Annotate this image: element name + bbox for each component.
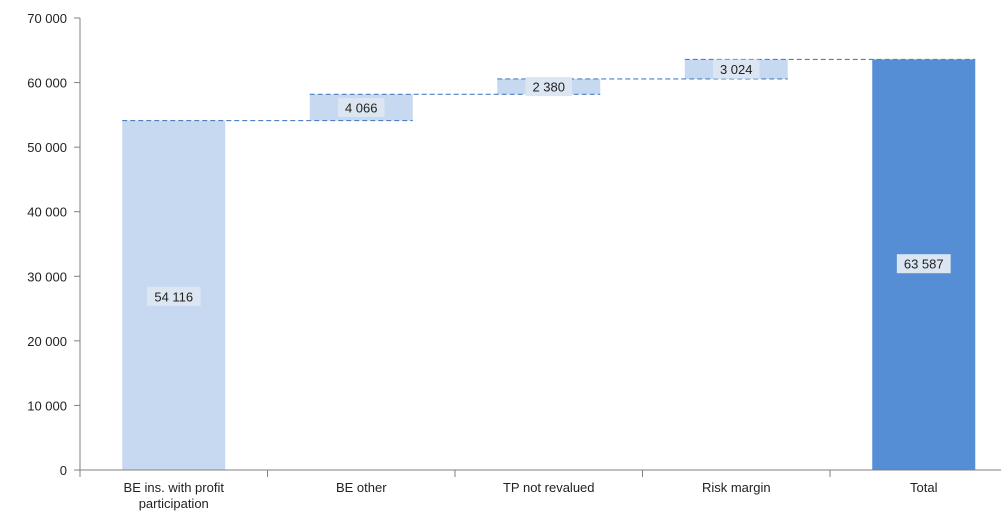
data-label-bg bbox=[896, 254, 951, 274]
y-tick-label: 60 000 bbox=[27, 76, 67, 91]
data-label: 4 066 bbox=[345, 100, 378, 115]
y-tick-label: 40 000 bbox=[27, 205, 67, 220]
data-label-bg bbox=[146, 286, 201, 306]
axes-group: 0 10 000 20 000 30 000 40 000 50 000 60 000 70 … bbox=[27, 11, 1001, 511]
data-label: 63 587 bbox=[904, 257, 944, 272]
data-label-bg bbox=[338, 97, 385, 117]
bars-group bbox=[122, 59, 976, 471]
y-tick-label: 20 000 bbox=[27, 334, 67, 349]
data-label: 2 380 bbox=[532, 80, 565, 95]
x-tick-label: TP not revalued bbox=[503, 480, 595, 495]
x-tick-label: Risk margin bbox=[702, 480, 771, 495]
data-label: 3 024 bbox=[720, 62, 753, 77]
data-labels-group: 54 116 4 066 2 380 3 024 63 587 bbox=[146, 59, 951, 306]
y-tick-label: 30 000 bbox=[27, 269, 67, 284]
data-label: 54 116 bbox=[154, 289, 193, 304]
data-label-bg bbox=[713, 59, 760, 79]
y-tick-label: 70 000 bbox=[27, 11, 67, 26]
x-tick-label: Total bbox=[910, 480, 938, 495]
x-tick-label: BE other bbox=[336, 480, 387, 495]
y-tick-label: 50 000 bbox=[27, 140, 67, 155]
y-tick-label: 10 000 bbox=[27, 398, 67, 413]
data-label-bg bbox=[525, 77, 572, 97]
y-tick-label: 0 bbox=[60, 463, 67, 478]
x-tick-label: BE ins. with profit participation bbox=[124, 480, 225, 511]
